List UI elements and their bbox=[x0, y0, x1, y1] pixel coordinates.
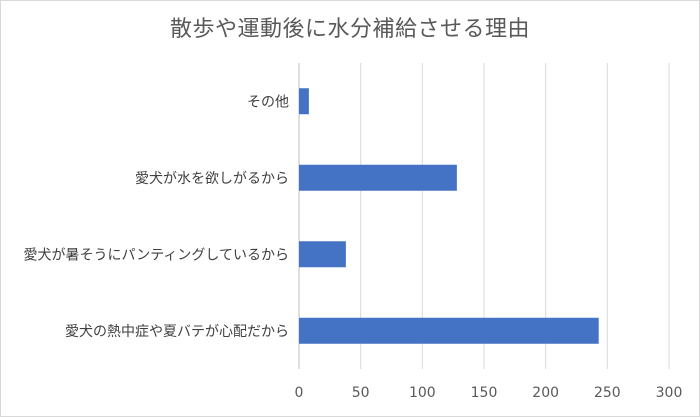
category-label-4: 愛犬の熱中症や夏バテが心配だから bbox=[65, 324, 289, 340]
x-tick-label-300: 300 bbox=[656, 385, 683, 401]
x-tick-label-100: 100 bbox=[409, 385, 436, 401]
bar-4 bbox=[299, 317, 599, 344]
bar-3 bbox=[299, 241, 346, 268]
x-tick-label-50: 50 bbox=[352, 385, 370, 401]
category-label-3: 愛犬が暑そうにパンティングしているから bbox=[24, 247, 289, 263]
category-label-2: 愛犬が水を欲しがるから bbox=[135, 171, 289, 187]
chart-title: 散歩や運動後に水分補給させる理由 bbox=[169, 17, 530, 42]
bar-2 bbox=[299, 164, 457, 191]
bar-1 bbox=[299, 88, 309, 115]
x-tick-label-200: 200 bbox=[532, 385, 559, 401]
category-label-1: その他 bbox=[247, 94, 289, 110]
x-tick-label-250: 250 bbox=[594, 385, 621, 401]
x-tick-label-0: 0 bbox=[295, 385, 304, 401]
x-tick-label-150: 150 bbox=[471, 385, 498, 401]
